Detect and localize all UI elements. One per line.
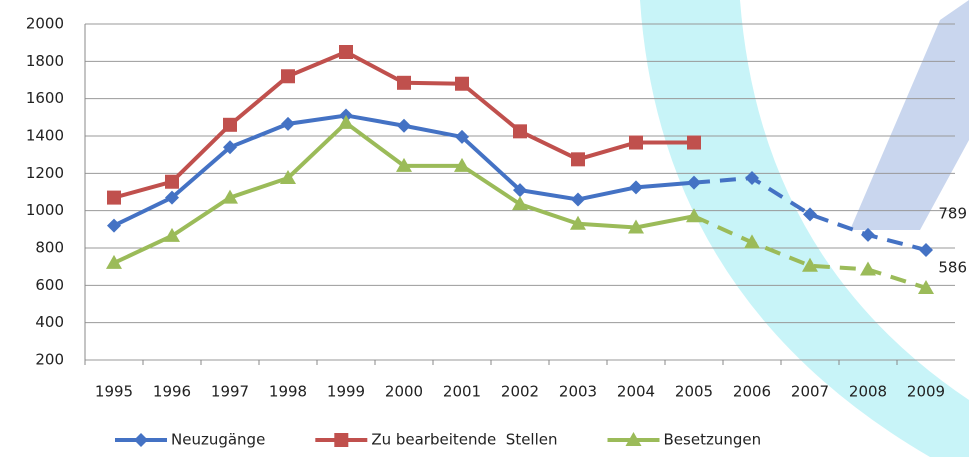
y-tick-label: 1800 [26, 52, 64, 70]
x-tick-label: 2009 [907, 383, 945, 401]
marker [919, 243, 933, 257]
legend-label: Besetzungen [664, 431, 762, 449]
y-tick-label: 600 [35, 276, 64, 294]
marker [397, 76, 411, 90]
marker [861, 228, 875, 242]
marker [571, 152, 585, 166]
decoration-shape [850, 0, 969, 230]
marker [860, 261, 876, 275]
legend-label: Neuzugänge [171, 431, 265, 449]
x-tick-label: 2003 [559, 383, 597, 401]
y-tick-label: 400 [35, 313, 64, 331]
marker [513, 124, 527, 138]
y-tick-label: 1400 [26, 127, 64, 145]
y-tick-label: 1000 [26, 201, 64, 219]
x-tick-label: 1998 [269, 383, 307, 401]
marker [134, 433, 148, 447]
y-tick-label: 800 [35, 239, 64, 257]
marker [107, 219, 121, 233]
legend-label: Zu bearbeitende Stellen [371, 431, 557, 449]
x-tick-label: 2002 [501, 383, 539, 401]
x-tick-label: 2007 [791, 383, 829, 401]
chart: 200 400 600 800 1000 1200 1400 1600 1800 2000 1995… [0, 0, 969, 457]
data-label: 789 [938, 205, 967, 223]
marker [629, 180, 643, 194]
x-tick-label: 2001 [443, 383, 481, 401]
marker [687, 136, 701, 150]
marker [165, 175, 179, 189]
marker [107, 191, 121, 205]
marker [571, 192, 585, 206]
marker [455, 77, 469, 91]
x-tick-label: 2004 [617, 383, 655, 401]
y-tick-label: 200 [35, 351, 64, 369]
y-tick-label: 2000 [26, 15, 64, 33]
marker [339, 45, 353, 59]
x-tick-label: 2008 [849, 383, 887, 401]
y-tick-label: 1200 [26, 164, 64, 182]
marker [223, 118, 237, 132]
marker [281, 117, 295, 131]
x-tick-label: 1999 [327, 383, 365, 401]
x-tick-label: 2006 [733, 383, 771, 401]
x-tick-label: 2005 [675, 383, 713, 401]
marker [281, 69, 295, 83]
y-tick-label: 1600 [26, 89, 64, 107]
marker [334, 433, 348, 447]
x-tick-label: 1996 [153, 383, 191, 401]
data-label: 586 [938, 258, 967, 276]
marker [397, 119, 411, 133]
x-tick-label: 1997 [211, 383, 249, 401]
marker [629, 136, 643, 150]
x-tick-label: 2000 [385, 383, 423, 401]
x-tick-label: 1995 [95, 383, 133, 401]
